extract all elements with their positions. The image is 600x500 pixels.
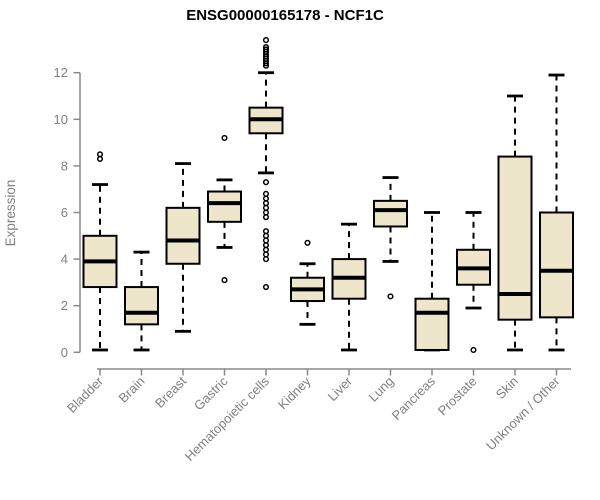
box-kidney bbox=[290, 239, 325, 326]
x-tick-label-liver: Liver bbox=[325, 373, 356, 404]
x-tick-label-bladder: Bladder bbox=[64, 373, 107, 416]
x-tick-label-gastric: Gastric bbox=[191, 373, 231, 413]
y-tick-label-6: 6 bbox=[61, 205, 68, 220]
box-breast bbox=[165, 162, 201, 333]
outlier-hematopoietic-cells-13 bbox=[262, 190, 270, 197]
outlier-gastric-1 bbox=[221, 134, 228, 141]
box-liver bbox=[331, 222, 367, 352]
iqr-box-gastric bbox=[207, 190, 242, 223]
x-tick-label-unknown-other: Unknown / Other bbox=[483, 373, 563, 453]
outlier-hematopoietic-cells-0 bbox=[262, 284, 270, 291]
box-lung bbox=[373, 176, 408, 300]
outlier-hematopoietic-cells-10 bbox=[262, 204, 270, 211]
y-tick-label-12: 12 bbox=[54, 65, 68, 80]
outlier-hematopoietic-cells-12 bbox=[262, 195, 270, 202]
outlier-hematopoietic-cells-2 bbox=[262, 251, 270, 258]
x-tick-label-skin: Skin bbox=[493, 374, 521, 402]
outlier-hematopoietic-cells-5 bbox=[262, 237, 270, 244]
box-gastric bbox=[207, 134, 242, 284]
x-tick-label-kidney: Kidney bbox=[275, 373, 314, 412]
iqr-box-unknown-other bbox=[539, 211, 574, 319]
outlier-hematopoietic-cells-6 bbox=[262, 232, 270, 239]
outlier-prostate-0 bbox=[470, 346, 477, 354]
x-tick-label-pancreas: Pancreas bbox=[389, 373, 439, 423]
outlier-hematopoietic-cells-23 bbox=[262, 44, 270, 51]
iqr-box-pancreas bbox=[414, 297, 450, 351]
box-unknown-other bbox=[539, 73, 574, 352]
x-tick-label-brain: Brain bbox=[116, 374, 148, 406]
outlier-hematopoietic-cells-3 bbox=[262, 246, 270, 253]
outlier-hematopoietic-cells-14 bbox=[262, 179, 270, 186]
outlier-bladder-1 bbox=[96, 151, 104, 158]
outlier-gastric-0 bbox=[221, 277, 228, 284]
iqr-box-brain bbox=[124, 286, 159, 326]
chart-title: ENSG00000165178 - NCF1C bbox=[186, 7, 384, 24]
iqr-box-lung bbox=[373, 199, 408, 228]
y-tick-label-0: 0 bbox=[61, 345, 68, 360]
y-tick-label-2: 2 bbox=[61, 298, 68, 313]
box-skin bbox=[497, 94, 533, 352]
outlier-bladder-0 bbox=[96, 155, 104, 162]
box-bladder bbox=[82, 151, 118, 352]
box-hematopoietic-cells bbox=[248, 37, 284, 291]
x-tick-label-prostate: Prostate bbox=[435, 374, 480, 419]
outlier-lung-0 bbox=[387, 293, 394, 300]
outlier-hematopoietic-cells-8 bbox=[262, 214, 270, 221]
outlier-kidney-0 bbox=[304, 239, 311, 246]
y-tick-label-4: 4 bbox=[61, 252, 68, 267]
x-tick-label-lung: Lung bbox=[366, 374, 397, 405]
x-tick-label-breast: Breast bbox=[152, 373, 189, 410]
y-tick-label-10: 10 bbox=[54, 112, 68, 127]
y-axis-title: Expression bbox=[3, 180, 18, 247]
box-prostate bbox=[456, 211, 491, 354]
box-brain bbox=[124, 250, 159, 352]
outlier-hematopoietic-cells-24 bbox=[262, 37, 270, 44]
box-pancreas bbox=[414, 211, 450, 352]
outlier-hematopoietic-cells-7 bbox=[262, 228, 270, 235]
iqr-box-breast bbox=[165, 206, 201, 265]
outlier-hematopoietic-cells-1 bbox=[262, 256, 270, 263]
y-tick-label-8: 8 bbox=[61, 158, 68, 173]
outlier-hematopoietic-cells-9 bbox=[262, 209, 270, 216]
outlier-hematopoietic-cells-22 bbox=[262, 46, 270, 53]
